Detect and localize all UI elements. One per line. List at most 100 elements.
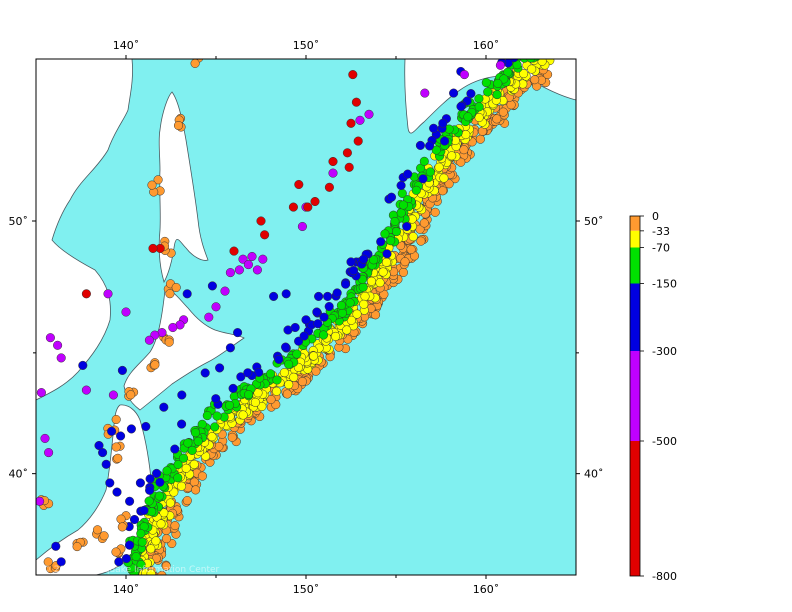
- quake-slab: [181, 463, 191, 473]
- quake-slab: [474, 102, 484, 112]
- lon-tick-label-bottom: 140˚: [113, 583, 140, 596]
- quake-intermediate: [233, 328, 243, 338]
- quake-slab: [530, 75, 540, 85]
- quake-slab: [513, 48, 522, 57]
- lon-tick-label-bottom: 150˚: [293, 583, 320, 596]
- quake-deep: [420, 88, 430, 98]
- lon-tick-label-bottom: 160˚: [473, 583, 500, 596]
- quake-slab: [429, 123, 439, 133]
- quake-slab: [461, 130, 471, 140]
- quake-slab: [416, 236, 426, 246]
- quake-slab: [396, 208, 406, 218]
- quake-slab: [176, 481, 187, 491]
- quake-deep: [258, 254, 268, 264]
- quake-slab: [396, 180, 406, 191]
- quake-shallow: [195, 48, 204, 57]
- quake-slab: [492, 114, 502, 124]
- quake-slab: [352, 309, 362, 319]
- quake-deep: [495, 60, 505, 70]
- colorbar-segment: [630, 351, 640, 441]
- quake-slab: [398, 200, 408, 210]
- quake-slab: [474, 94, 484, 104]
- quake-very-deep: [294, 179, 304, 190]
- quake-slab: [137, 537, 147, 547]
- quake-slab: [284, 380, 294, 390]
- quake-slab: [227, 432, 237, 442]
- quake-shallow: [190, 59, 200, 68]
- quake-slab: [284, 359, 294, 369]
- quake-slab: [492, 90, 502, 100]
- quake-very-deep: [344, 162, 354, 172]
- quake-slab: [155, 477, 165, 487]
- quake-slab: [243, 368, 253, 378]
- quake-slab: [539, 50, 548, 59]
- colorbar-segment: [630, 247, 640, 284]
- quake-intermediate: [281, 289, 291, 299]
- quake-slab: [530, 43, 539, 52]
- quake-slab: [342, 325, 352, 335]
- quake-intermediate: [312, 307, 322, 317]
- quake-slab: [211, 394, 221, 404]
- quake-slab: [210, 422, 220, 432]
- quake-deep: [168, 322, 178, 333]
- quake-intermediate: [107, 426, 117, 436]
- quake-slab: [173, 459, 183, 470]
- lat-tick-label-right: 50˚: [584, 215, 604, 228]
- quake-slab: [447, 151, 457, 161]
- quake-slab: [202, 411, 212, 421]
- quake-very-deep: [351, 97, 361, 107]
- quake-slab: [212, 411, 222, 421]
- quake-slab: [475, 134, 485, 144]
- quake-intermediate: [98, 448, 108, 458]
- quake-slab: [434, 162, 444, 172]
- quake-slab: [193, 436, 203, 446]
- quake-slab: [506, 100, 516, 110]
- quake-very-deep: [346, 118, 356, 128]
- quake-slab: [313, 319, 323, 329]
- quake-intermediate: [114, 557, 124, 567]
- quake-slab: [182, 496, 192, 506]
- quake-shallow: [43, 557, 53, 567]
- quake-intermediate: [105, 478, 115, 488]
- quake-intermediate: [314, 291, 324, 301]
- quake-slab: [531, 40, 540, 49]
- quake-deep: [204, 312, 214, 322]
- colorbar-segment: [630, 230, 640, 248]
- quake-deep: [364, 109, 374, 119]
- quake-slab: [498, 107, 508, 117]
- quake-slab: [161, 561, 171, 571]
- quake-slab: [207, 432, 217, 442]
- lon-tick-label-top: 140˚: [113, 39, 140, 52]
- quake-intermediate: [56, 557, 66, 567]
- quake-deep: [36, 388, 46, 398]
- quake-slab: [419, 218, 429, 228]
- quake-slab: [408, 232, 418, 242]
- quake-deep: [36, 496, 45, 506]
- quake-slab: [238, 410, 248, 420]
- quake-slab: [266, 369, 276, 379]
- quake-deep: [56, 353, 66, 363]
- quake-slab: [152, 468, 162, 478]
- quake-slab: [483, 87, 493, 97]
- quake-slab: [161, 534, 172, 544]
- quake-very-deep: [348, 70, 358, 80]
- quake-slab: [336, 300, 346, 310]
- quake-slab: [190, 428, 201, 438]
- quake-slab: [400, 257, 410, 267]
- quake-shallow: [192, 50, 201, 59]
- colorbar-label: -33: [652, 225, 670, 238]
- quake-slab: [177, 419, 187, 429]
- quake-slab: [146, 544, 156, 554]
- quake-slab: [266, 394, 276, 405]
- quake-very-deep: [353, 136, 363, 146]
- quake-slab: [191, 485, 201, 495]
- colorbar-label: -300: [652, 345, 677, 358]
- quake-intermediate: [94, 440, 104, 451]
- quake-slab: [341, 279, 351, 289]
- quake-slab: [121, 554, 131, 564]
- quake-slab: [358, 282, 368, 292]
- quake-deep: [108, 390, 118, 400]
- quake-deep: [247, 251, 257, 262]
- quake-slab: [533, 48, 542, 57]
- quake-slab: [466, 89, 476, 99]
